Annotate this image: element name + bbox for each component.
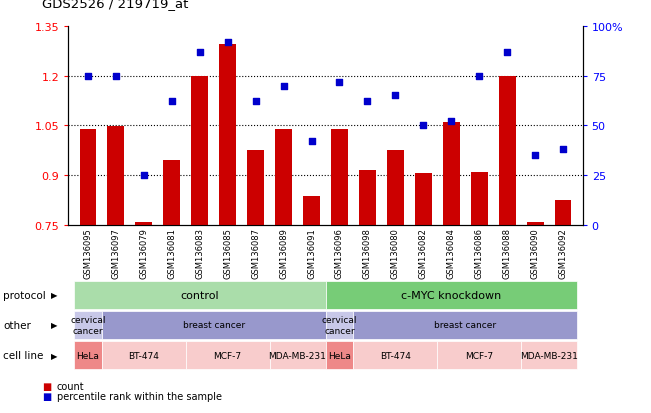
Point — [139, 172, 149, 179]
Text: ▶: ▶ — [51, 351, 57, 360]
Text: HeLa: HeLa — [76, 351, 100, 360]
Text: MDA-MB-231: MDA-MB-231 — [269, 351, 327, 360]
Bar — [247, 151, 264, 413]
Point — [558, 147, 568, 153]
Point — [390, 93, 400, 100]
Bar — [191, 76, 208, 413]
Bar — [331, 129, 348, 413]
Bar — [135, 223, 152, 413]
Text: control: control — [180, 290, 219, 300]
Text: ▶: ▶ — [51, 290, 57, 299]
Text: ▶: ▶ — [51, 320, 57, 330]
Text: other: other — [3, 320, 31, 330]
Bar — [387, 151, 404, 413]
Point — [279, 83, 289, 90]
Text: protocol: protocol — [3, 290, 46, 300]
Point — [502, 49, 512, 56]
Text: cervical
cancer: cervical cancer — [70, 316, 105, 335]
Text: MCF-7: MCF-7 — [214, 351, 242, 360]
Bar — [359, 171, 376, 413]
Bar — [275, 129, 292, 413]
Bar — [471, 172, 488, 413]
Text: breast cancer: breast cancer — [183, 320, 245, 330]
Text: BT-474: BT-474 — [128, 351, 159, 360]
Text: MCF-7: MCF-7 — [465, 351, 493, 360]
Point — [111, 73, 121, 80]
Bar — [527, 223, 544, 413]
Point — [418, 123, 428, 129]
Bar — [443, 123, 460, 413]
Point — [446, 119, 456, 125]
Point — [83, 73, 93, 80]
Text: percentile rank within the sample: percentile rank within the sample — [57, 391, 221, 401]
Text: cell line: cell line — [3, 350, 44, 360]
Bar — [303, 197, 320, 413]
Bar — [499, 76, 516, 413]
Text: GDS2526 / 219719_at: GDS2526 / 219719_at — [42, 0, 189, 10]
Point — [223, 39, 233, 46]
Point — [167, 99, 177, 105]
Text: BT-474: BT-474 — [380, 351, 411, 360]
Bar — [219, 45, 236, 413]
Point — [195, 49, 205, 56]
Bar — [555, 200, 572, 413]
Text: ■: ■ — [42, 391, 51, 401]
Bar — [163, 161, 180, 413]
Text: cervical
cancer: cervical cancer — [322, 316, 357, 335]
Text: ■: ■ — [42, 381, 51, 391]
Point — [334, 79, 344, 85]
Point — [530, 152, 540, 159]
Text: count: count — [57, 381, 84, 391]
Bar — [79, 129, 96, 413]
Text: HeLa: HeLa — [328, 351, 351, 360]
Point — [362, 99, 372, 105]
Text: breast cancer: breast cancer — [434, 320, 496, 330]
Point — [251, 99, 261, 105]
Text: MDA-MB-231: MDA-MB-231 — [520, 351, 578, 360]
Bar — [107, 127, 124, 413]
Text: c-MYC knockdown: c-MYC knockdown — [401, 290, 501, 300]
Point — [307, 138, 317, 145]
Bar — [415, 174, 432, 413]
Point — [474, 73, 484, 80]
